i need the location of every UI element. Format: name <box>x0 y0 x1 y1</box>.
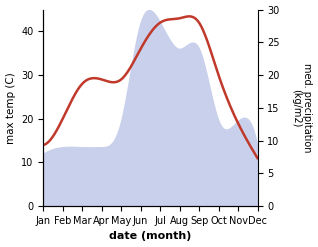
Y-axis label: max temp (C): max temp (C) <box>5 72 16 144</box>
X-axis label: date (month): date (month) <box>109 231 191 242</box>
Y-axis label: med. precipitation
(kg/m2): med. precipitation (kg/m2) <box>291 63 313 153</box>
